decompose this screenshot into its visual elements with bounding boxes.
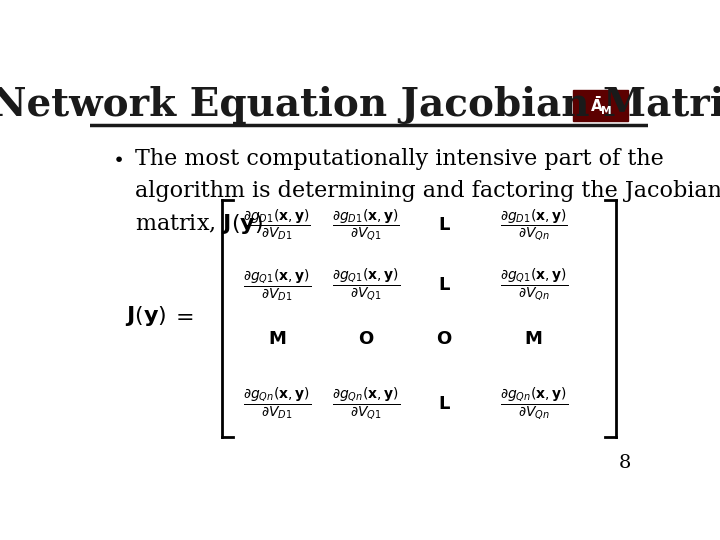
Text: $\dfrac{\partial g_{D1}(\mathbf{x},\mathbf{y})}{\partial V_{D1}}$: $\dfrac{\partial g_{D1}(\mathbf{x},\math… xyxy=(243,207,311,242)
FancyBboxPatch shape xyxy=(572,90,629,121)
Text: $\dfrac{\partial g_{D1}(\mathbf{x},\mathbf{y})}{\partial V_{Q1}}$: $\dfrac{\partial g_{D1}(\mathbf{x},\math… xyxy=(332,207,400,242)
Text: $\mathbf{O}$: $\mathbf{O}$ xyxy=(436,330,452,348)
Text: algorithm is determining and factoring the Jacobian: algorithm is determining and factoring t… xyxy=(135,180,720,202)
Text: $\dfrac{\partial g_{Q1}(\mathbf{x},\mathbf{y})}{\partial V_{Qn}}$: $\dfrac{\partial g_{Q1}(\mathbf{x},\math… xyxy=(500,267,567,303)
Text: $\mathbf{M}$: $\mathbf{M}$ xyxy=(268,330,286,348)
Text: $\bullet$: $\bullet$ xyxy=(112,148,123,167)
Text: $\dfrac{\partial g_{Q1}(\mathbf{x},\mathbf{y})}{\partial V_{D1}}$: $\dfrac{\partial g_{Q1}(\mathbf{x},\math… xyxy=(243,267,311,303)
Text: $\dfrac{\partial g_{Qn}(\mathbf{x},\mathbf{y})}{\partial V_{Q1}}$: $\dfrac{\partial g_{Qn}(\mathbf{x},\math… xyxy=(332,386,400,422)
Text: $\mathbf{L}$: $\mathbf{L}$ xyxy=(438,276,451,294)
Text: $=$: $=$ xyxy=(171,305,194,327)
Text: $\mathbf{L}$: $\mathbf{L}$ xyxy=(438,395,451,413)
Text: $\mathbf{J}(\mathbf{y})$: $\mathbf{J}(\mathbf{y})$ xyxy=(125,305,166,328)
Text: $\mathbf{\bar{A}}_{\!\mathbf{M}}$: $\mathbf{\bar{A}}_{\!\mathbf{M}}$ xyxy=(590,94,611,117)
Text: $\mathbf{M}$: $\mathbf{M}$ xyxy=(524,330,543,348)
Text: $\mathbf{O}$: $\mathbf{O}$ xyxy=(358,330,374,348)
Text: $\dfrac{\partial g_{D1}(\mathbf{x},\mathbf{y})}{\partial V_{Qn}}$: $\dfrac{\partial g_{D1}(\mathbf{x},\math… xyxy=(500,207,567,242)
Text: matrix, $\mathbf{J}(\mathbf{y})$: matrix, $\mathbf{J}(\mathbf{y})$ xyxy=(135,212,263,236)
Text: $\dfrac{\partial g_{Q1}(\mathbf{x},\mathbf{y})}{\partial V_{Q1}}$: $\dfrac{\partial g_{Q1}(\mathbf{x},\math… xyxy=(332,267,400,303)
Text: $\mathbf{L}$: $\mathbf{L}$ xyxy=(438,216,451,234)
Text: The most computationally intensive part of the: The most computationally intensive part … xyxy=(135,148,663,170)
Text: $\dfrac{\partial g_{Qn}(\mathbf{x},\mathbf{y})}{\partial V_{D1}}$: $\dfrac{\partial g_{Qn}(\mathbf{x},\math… xyxy=(243,386,311,421)
Text: Network Equation Jacobian Matrix: Network Equation Jacobian Matrix xyxy=(0,85,720,124)
Text: 8: 8 xyxy=(619,454,631,472)
Text: $\dfrac{\partial g_{Qn}(\mathbf{x},\mathbf{y})}{\partial V_{Qn}}$: $\dfrac{\partial g_{Qn}(\mathbf{x},\math… xyxy=(500,386,567,422)
